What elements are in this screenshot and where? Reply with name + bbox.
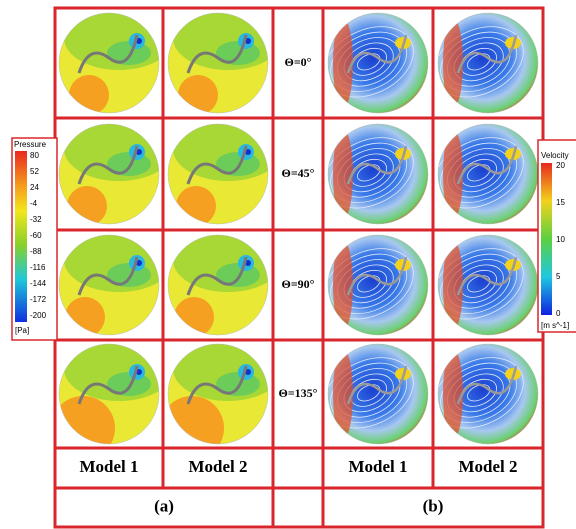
contour-image xyxy=(59,228,174,337)
contour-image xyxy=(160,337,283,460)
legend-tick: 20 xyxy=(556,161,565,170)
zone xyxy=(176,186,216,226)
zone xyxy=(65,297,105,337)
angle-label: Θ=45° xyxy=(282,166,315,180)
colorbar xyxy=(541,163,552,315)
legend-tick: -60 xyxy=(30,231,42,240)
contour-image xyxy=(423,344,538,444)
colorbar xyxy=(15,151,27,322)
cell xyxy=(273,448,323,488)
legend-tick: 5 xyxy=(556,272,561,281)
contour-image xyxy=(168,6,283,115)
contour-image xyxy=(168,117,283,226)
zone xyxy=(443,240,463,330)
legend-tick: 0 xyxy=(556,309,561,318)
contour-image xyxy=(423,13,538,113)
zone xyxy=(333,18,353,108)
zone xyxy=(443,18,463,108)
column-header: Model 2 xyxy=(458,457,517,476)
legend-unit: [m s^-1] xyxy=(541,321,569,330)
contour-image xyxy=(313,235,428,335)
legend-tick: 10 xyxy=(556,235,565,244)
panel-label: (a) xyxy=(154,496,174,515)
legend-tick: -32 xyxy=(30,215,42,224)
contour-image xyxy=(59,6,174,115)
angle-label: Θ=135° xyxy=(279,386,318,400)
legend-tick: 80 xyxy=(30,151,39,160)
zone xyxy=(443,129,463,219)
legend-tick: -4 xyxy=(30,199,38,208)
legend-tick: 15 xyxy=(556,198,565,207)
legend-tick: 52 xyxy=(30,167,39,176)
zone xyxy=(443,349,463,439)
legend-title: Velocity xyxy=(541,151,569,160)
contour-image xyxy=(423,235,538,335)
zone xyxy=(333,240,353,330)
column-header: Model 1 xyxy=(79,457,138,476)
legend-tick: 24 xyxy=(30,183,39,192)
legend-tick: -116 xyxy=(30,263,46,272)
zone xyxy=(67,186,107,226)
zone xyxy=(333,349,353,439)
contour-image xyxy=(423,124,538,224)
column-header: Model 2 xyxy=(188,457,247,476)
panel-label: (b) xyxy=(423,496,444,515)
legend-tick: -88 xyxy=(30,247,42,256)
contour-image xyxy=(313,13,428,113)
legend-tick: -172 xyxy=(30,295,47,304)
zone xyxy=(333,129,353,219)
figure: Pressure [Pa] Velocity [m s^-1] 80 52 24 -4… xyxy=(0,0,576,529)
contour-image xyxy=(59,117,174,226)
contour-image xyxy=(168,228,283,337)
zone xyxy=(174,297,214,337)
column-header: Model 1 xyxy=(348,457,407,476)
contour-image xyxy=(313,124,428,224)
legend-tick: -144 xyxy=(30,279,47,288)
cell xyxy=(273,488,323,527)
angle-label: Θ=90° xyxy=(282,277,315,291)
contour-image xyxy=(51,337,174,460)
contour-image xyxy=(313,344,428,444)
angle-label: Θ=0° xyxy=(285,55,312,69)
legend-unit: [Pa] xyxy=(15,326,29,335)
legend-tick: -200 xyxy=(30,311,47,320)
legend-title: Pressure xyxy=(14,140,47,149)
